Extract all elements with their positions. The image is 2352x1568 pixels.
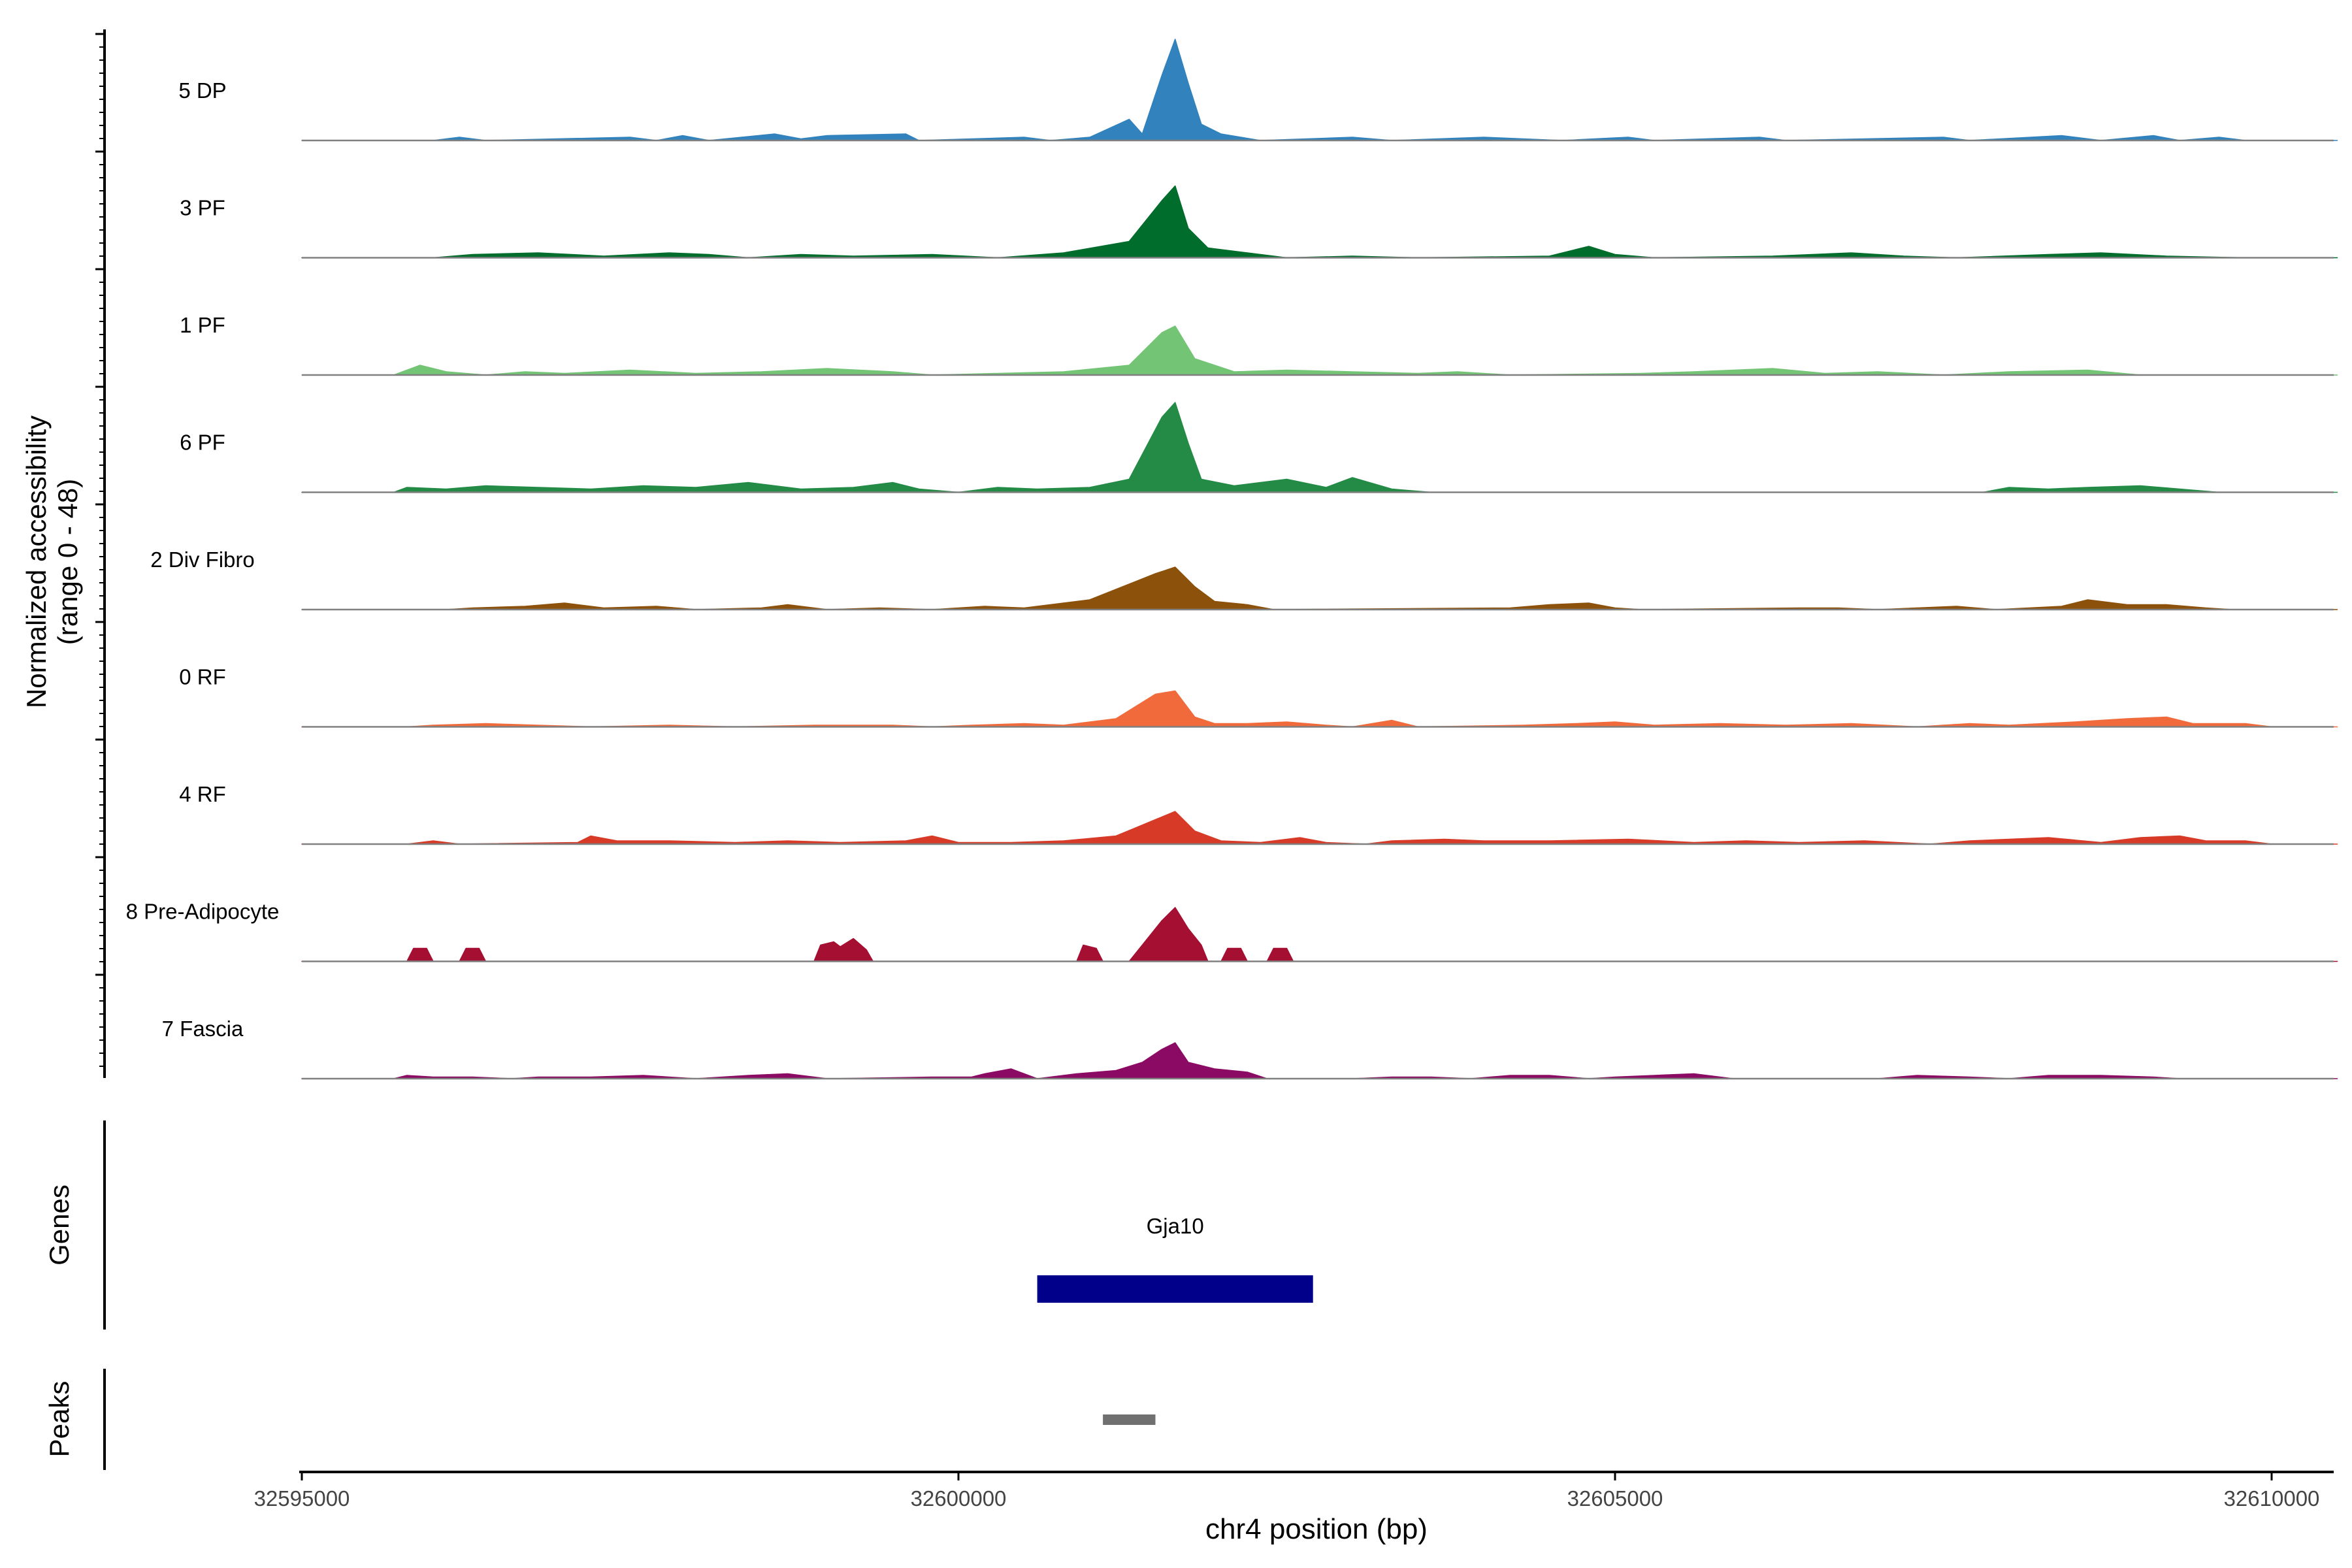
track-0-rf: 0 RF	[179, 665, 2338, 728]
track-label: 3 PF	[180, 196, 225, 220]
coverage-tracks: 5 DP 3 PF 1 PF 6 PF 2 Div Fibro 0 RF 4 RF 8 Pre…	[126, 39, 2338, 1080]
x-tick-label: 32600000	[911, 1486, 1007, 1511]
x-tick-label: 32605000	[1567, 1486, 1663, 1511]
genes-axis-label: Genes	[44, 1184, 74, 1266]
track-label: 1 PF	[180, 313, 225, 337]
gene-body	[1037, 1275, 1313, 1303]
track-area	[301, 325, 2338, 376]
track-7-fascia: 7 Fascia	[162, 1017, 2338, 1080]
track-area	[301, 566, 2338, 610]
track-1-pf: 1 PF	[180, 313, 2338, 376]
track-area	[301, 39, 2338, 141]
track-label: 7 Fascia	[162, 1017, 244, 1041]
track-6-pf: 6 PF	[180, 402, 2338, 493]
track-label: 2 Div Fibro	[150, 547, 255, 572]
peak-track	[1103, 1414, 1156, 1425]
coverage-y-axis	[95, 29, 106, 1078]
track-label: 8 Pre-Adipocyte	[126, 900, 280, 924]
y-axis-label-line2: (range 0 - 48)	[52, 479, 83, 645]
track-area	[301, 907, 2338, 962]
track-label: 0 RF	[179, 665, 226, 689]
track-label: 5 DP	[178, 78, 226, 103]
track-area	[301, 1042, 2338, 1079]
peaks-axis-label: Peaks	[44, 1381, 74, 1458]
track-area	[301, 811, 2338, 845]
gene-label: Gja10	[1147, 1214, 1204, 1238]
x-tick-label: 32595000	[254, 1486, 350, 1511]
track-2-div-fibro: 2 Div Fibro	[150, 547, 2338, 611]
y-axis-label-line1: Normalized accessibility	[21, 416, 52, 708]
track-area	[301, 185, 2338, 259]
track-8-pre-adipocyte: 8 Pre-Adipocyte	[126, 900, 2338, 962]
gene-track: Gja10	[1037, 1214, 1313, 1303]
track-label: 4 RF	[179, 782, 226, 806]
track-5-dp: 5 DP	[178, 39, 2338, 142]
peak-region	[1103, 1414, 1156, 1425]
x-axis-ticks: 32595000 32600000 32605000 32610000	[254, 1472, 2320, 1511]
track-area	[301, 402, 2338, 493]
track-label: 6 PF	[180, 431, 225, 455]
x-tick-label: 32610000	[2224, 1486, 2320, 1511]
x-axis-title: chr4 position (bp)	[1205, 1513, 1428, 1545]
track-area	[301, 690, 2338, 728]
track-4-rf: 4 RF	[179, 782, 2338, 845]
track-3-pf: 3 PF	[180, 185, 2338, 259]
